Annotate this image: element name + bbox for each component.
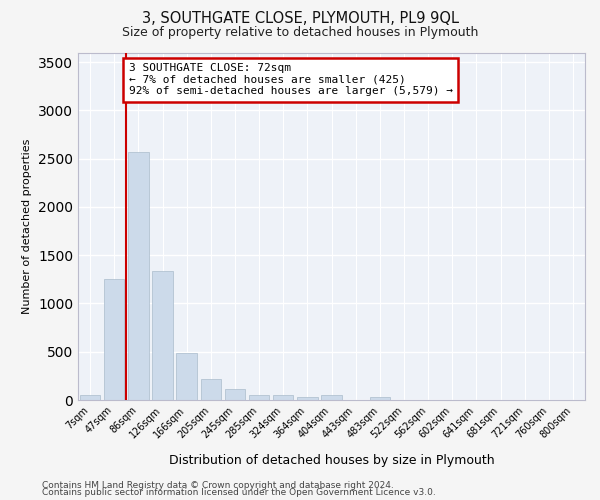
Bar [104, 280, 124, 400]
Text: 3 SOUTHGATE CLOSE: 72sqm
← 7% of detached houses are smaller (425)
92% of semi-d: 3 SOUTHGATE CLOSE: 72sqm ← 7% of detache… [128, 63, 453, 96]
Bar [321, 395, 342, 400]
Bar [224, 390, 245, 400]
Bar [176, 352, 197, 400]
Text: 3, SOUTHGATE CLOSE, PLYMOUTH, PL9 9QL: 3, SOUTHGATE CLOSE, PLYMOUTH, PL9 9QL [142, 11, 458, 26]
Y-axis label: Number of detached properties: Number of detached properties [22, 138, 32, 314]
Text: Contains HM Land Registry data © Crown copyright and database right 2024.: Contains HM Land Registry data © Crown c… [42, 480, 394, 490]
Bar [80, 395, 100, 400]
X-axis label: Distribution of detached houses by size in Plymouth: Distribution of detached houses by size … [169, 454, 494, 467]
Bar [370, 397, 390, 400]
Bar [200, 379, 221, 400]
Bar [152, 270, 173, 400]
Text: Contains public sector information licensed under the Open Government Licence v3: Contains public sector information licen… [42, 488, 436, 497]
Text: Size of property relative to detached houses in Plymouth: Size of property relative to detached ho… [122, 26, 478, 39]
Bar [249, 394, 269, 400]
Bar [128, 152, 149, 400]
Bar [297, 396, 317, 400]
Bar [273, 395, 293, 400]
